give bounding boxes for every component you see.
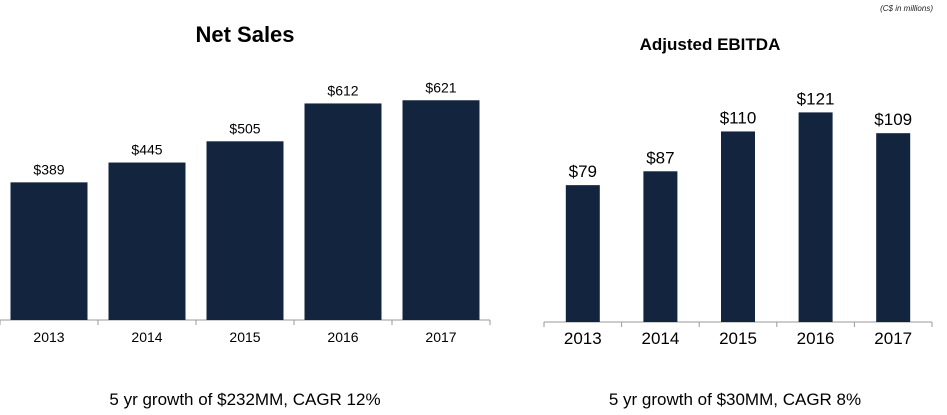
- net-sales-category-label-2013: 2013: [33, 329, 64, 345]
- ebitda-bar-2015: [721, 131, 755, 322]
- ebitda-data-label-2013: $79: [569, 162, 597, 181]
- ebitda-category-label-2014: 2014: [641, 329, 679, 348]
- net-sales-category-label-2015: 2015: [229, 329, 260, 345]
- net-sales-bar-2017: [402, 100, 480, 320]
- net-sales-bar-2014: [108, 162, 186, 320]
- net-sales-caption: 5 yr growth of $232MM, CAGR 12%: [109, 390, 381, 409]
- net-sales-category-label-2017: 2017: [425, 329, 456, 345]
- ebitda-data-label-2014: $87: [646, 148, 674, 167]
- net-sales-category-label-2014: 2014: [131, 329, 162, 345]
- net-sales-data-label-2013: $389: [33, 161, 64, 177]
- adjusted-ebitda-caption: 5 yr growth of $30MM, CAGR 8%: [608, 390, 862, 409]
- unit-note: (C$ in millions): [880, 4, 933, 13]
- ebitda-data-label-2017: $109: [874, 110, 912, 129]
- ebitda-category-label-2016: 2016: [797, 329, 835, 348]
- ebitda-category-label-2013: 2013: [564, 329, 602, 348]
- net-sales-data-label-2016: $612: [327, 82, 358, 98]
- ebitda-bar-2017: [876, 133, 911, 322]
- net-sales-category-label-2016: 2016: [327, 329, 358, 345]
- adjusted-ebitda-chart-title: Adjusted EBITDA: [639, 35, 781, 54]
- net-sales-bar-2016: [304, 103, 382, 320]
- net-sales-bar-2013: [10, 182, 88, 320]
- net-sales-chart-title: Net Sales: [195, 22, 295, 47]
- net-sales-bar-2015: [206, 141, 284, 320]
- ebitda-category-label-2017: 2017: [874, 329, 912, 348]
- net-sales-data-label-2014: $445: [131, 142, 162, 158]
- ebitda-data-label-2015: $110: [720, 108, 757, 127]
- ebitda-bar-2014: [643, 171, 678, 322]
- net-sales-data-label-2015: $505: [229, 120, 260, 136]
- ebitda-category-label-2015: 2015: [719, 329, 757, 348]
- net-sales-data-label-2017: $621: [425, 79, 456, 95]
- ebitda-data-label-2016: $121: [797, 89, 835, 108]
- ebitda-bar-2013: [565, 185, 600, 322]
- ebitda-bar-2016: [798, 112, 833, 322]
